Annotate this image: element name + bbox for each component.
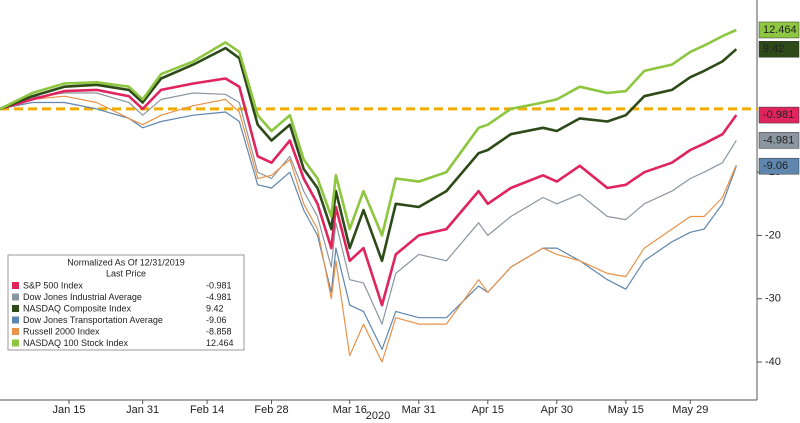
series-line [0,77,738,307]
legend-label: Russell 2000 Index [23,326,100,336]
x-tick-label: Jan 31 [126,404,159,416]
legend-label: S&P 500 Index [23,280,83,290]
legend-swatch [12,305,19,312]
legend-subtitle: Last Price [106,268,146,278]
end-label: -4.981 [763,134,794,146]
legend-value: 9.42 [206,303,224,313]
x-axis-label: 2020 [366,410,390,422]
series-line [0,92,737,325]
legend-swatch [12,328,19,335]
x-tick-label: Feb 28 [254,404,288,416]
end-label-box [758,106,800,124]
series-line [0,28,737,237]
legend-value: -8.858 [206,326,232,336]
end-label-box [758,132,800,149]
end-label: 9.42 [763,43,784,55]
x-tick-label: Mar 16 [333,404,367,416]
legend-label: Dow Jones Industrial Average [23,292,142,302]
legend-swatch [12,316,19,324]
end-label: 12.464 [763,24,797,36]
x-tick-label: Mar 31 [402,404,436,416]
x-tick-label: May 15 [608,404,644,416]
end-label-box [758,21,800,39]
end-label: -0.981 [763,109,794,121]
legend-value: 12.464 [206,338,234,348]
legend-value: -9.06 [206,315,227,325]
x-tick-label: Apr 30 [541,404,573,416]
y-tick-label: -20 [765,229,781,241]
x-tick-label: Jan 15 [53,404,86,416]
legend-swatch [12,339,19,347]
legend-label: Dow Jones Transportation Average [23,315,163,325]
legend-label: NASDAQ Composite Index [23,303,132,313]
legend-title: Normalized As Of 12/31/2019 [67,257,185,267]
y-tick-label: -30 [765,293,781,305]
x-tick-label: Feb 14 [190,404,224,416]
end-label: -9.06 [763,160,788,172]
legend-label: NASDAQ 100 Stock Index [23,338,129,348]
series-line [0,46,738,263]
series-line [0,101,737,350]
legend-box [7,254,245,351]
end-label-box [758,157,800,175]
y-tick-label: -40 [765,356,781,368]
x-tick-label: May 29 [672,404,708,416]
legend-value: -4.981 [206,292,232,302]
x-tick-label: Apr 15 [472,404,504,416]
legend-swatch [12,282,19,289]
end-label-box [758,40,800,58]
legend-value: -0.981 [206,280,232,290]
legend-swatch [12,293,19,301]
series-line [0,95,737,363]
